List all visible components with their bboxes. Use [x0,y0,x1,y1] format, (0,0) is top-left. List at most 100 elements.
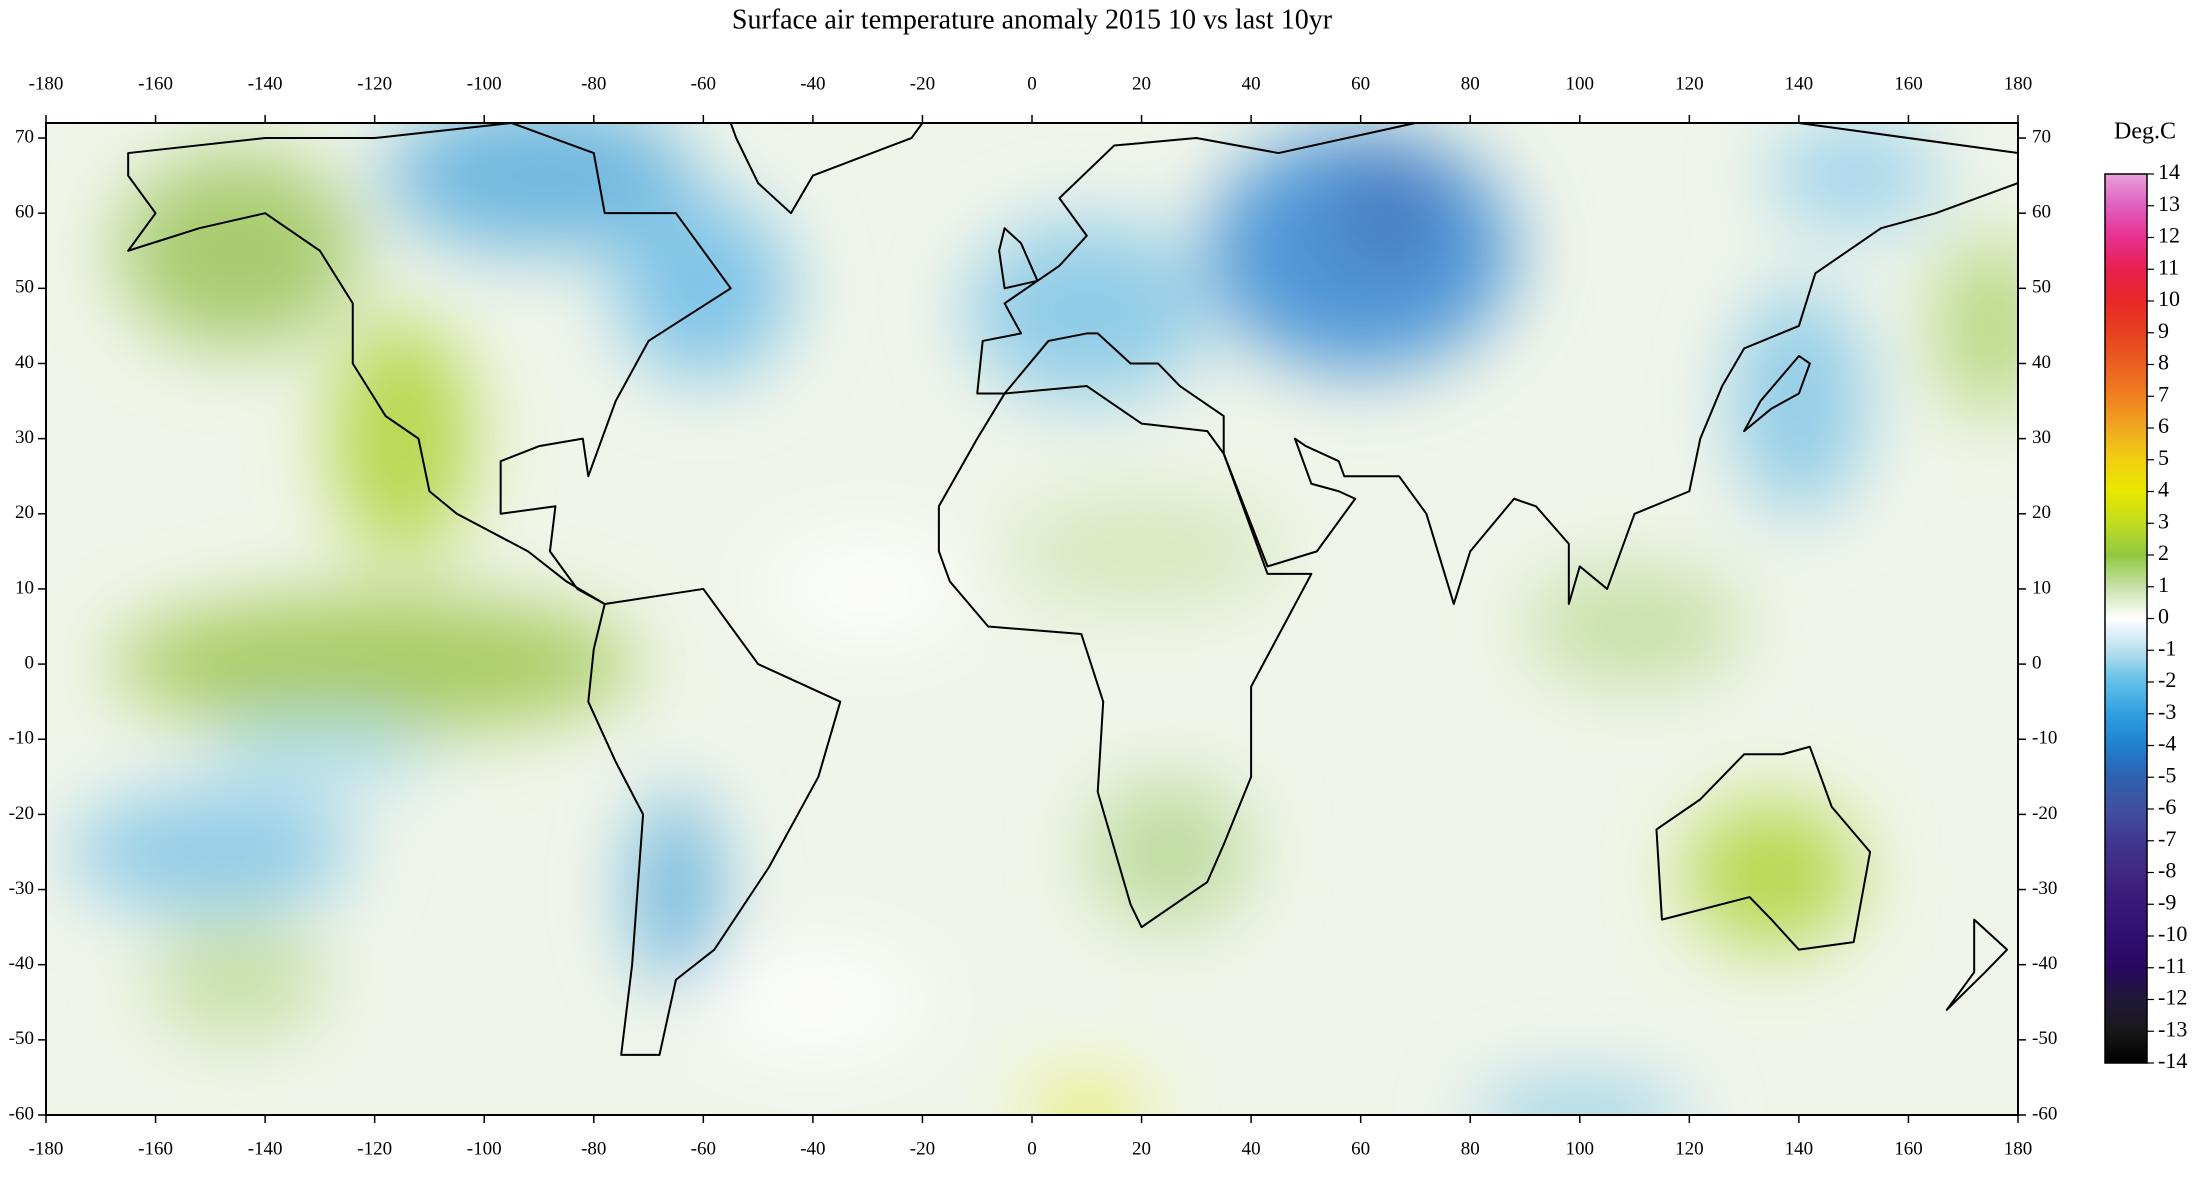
x-tick-label-bottom: 80 [1461,1138,1480,1159]
colorbar-tick-label: -2 [2158,667,2176,692]
colorbar-label: Deg.C [2114,119,2176,145]
anomaly-blob [1086,776,1252,928]
colorbar-tick-label: 6 [2158,413,2169,438]
x-tick-label-top: -20 [910,73,935,94]
colorbar-tick-label: -4 [2158,731,2176,756]
colorbar-tick-label: -11 [2158,953,2187,978]
anomaly-blob [632,791,720,988]
colorbar-tick-label: -1 [2158,635,2176,660]
anomaly-blob [1470,1084,1690,1115]
anomaly-blob [210,716,430,792]
colorbar-tick-label: 7 [2158,381,2169,406]
x-tick-label-bottom: 140 [1785,1138,1814,1159]
anomaly-blob [1032,1092,1142,1115]
x-tick-label-top: -180 [29,73,64,94]
anomaly-blob [1333,153,1443,274]
x-tick-label-top: 160 [1894,73,1923,94]
coastline [998,227,1039,290]
y-tick-label-right: -30 [2032,878,2057,899]
colorbar-tick-label: -8 [2158,858,2176,883]
coastline [1743,354,1811,433]
y-tick-label-left: 20 [15,502,34,523]
x-tick-label-top: 120 [1675,73,1704,94]
coastline [729,123,924,215]
x-tick-label-bottom: 40 [1242,1138,1261,1159]
coastline [1655,745,1872,951]
x-tick-label-top: -100 [467,73,502,94]
anomaly-blob [67,791,353,913]
colorbar-tick-label: -6 [2158,794,2176,819]
x-tick-label-bottom: -80 [581,1138,606,1159]
anomaly-blob [1525,566,1745,687]
anomaly-blob [111,596,638,732]
x-tick-label-bottom: 20 [1132,1138,1151,1159]
colorbar-tick-label: 9 [2158,318,2169,343]
anomaly-blob [1733,288,1865,514]
y-tick-label-left: 0 [25,652,35,673]
x-tick-label-top: -120 [357,73,392,94]
x-tick-label-top: 0 [1027,73,1037,94]
x-tick-label-top: -80 [581,73,606,94]
map-title: Surface air temperature anomaly 2015 10 … [732,4,1333,35]
colorbar-tick-label: 2 [2158,540,2169,565]
x-tick-label-top: 100 [1566,73,1595,94]
coastlines [127,123,2018,1056]
y-tick-label-right: -10 [2032,728,2057,749]
x-tick-label-top: 60 [1351,73,1370,94]
anomaly-blob [385,123,693,251]
y-tick-label-right: 0 [2032,652,2042,673]
colorbar-tick-label: 4 [2158,477,2169,502]
x-tick-label-bottom: 0 [1027,1138,1037,1159]
colorbar-tick-label: 0 [2158,604,2169,629]
coastline [1945,918,2009,1011]
colorbar [2104,173,2148,1064]
colorbar-ticks: 14131211109876543210-1-2-3-4-5-6-7-8-9-1… [2147,159,2187,1073]
y-tick-label-left: 60 [15,202,34,223]
x-tick-label-bottom: 180 [2004,1138,2033,1159]
colorbar-tick-label: 1 [2158,572,2169,597]
y-tick-label-right: -50 [2032,1028,2057,1049]
colorbar-tick-label: -12 [2158,985,2187,1010]
x-tick-label-bottom: 120 [1675,1138,1704,1159]
colorbar-tick-label: 3 [2158,508,2169,533]
axes: -180-180-160-160-140-140-120-120-100-100… [9,73,2058,1159]
y-tick-label-right: 50 [2032,277,2051,298]
y-tick-label-right: 20 [2032,502,2051,523]
anomaly-blob [1935,235,2018,417]
colorbar-tick-label: 10 [2158,286,2180,311]
y-tick-label-left: 70 [15,126,34,147]
anomaly-blob [150,919,326,1040]
colorbar-tick-label: 12 [2158,223,2180,248]
y-tick-label-right: -60 [2032,1103,2057,1124]
anomaly-blob [999,491,1284,612]
x-tick-label-top: -160 [138,73,173,94]
x-tick-label-bottom: -140 [248,1138,283,1159]
colorbar-tick-label: -14 [2158,1048,2187,1073]
colorbar-tick-label: -5 [2158,762,2176,787]
y-tick-label-left: 30 [15,427,34,448]
y-tick-label-right: 10 [2032,577,2051,598]
y-tick-label-left: 40 [15,352,34,373]
y-tick-label-right: -40 [2032,953,2057,974]
colorbar-tick-label: 14 [2158,159,2180,184]
x-tick-label-top: 140 [1785,73,1814,94]
x-tick-label-bottom: -40 [800,1138,825,1159]
colorbar-tick-label: -13 [2158,1016,2187,1041]
x-tick-label-bottom: -120 [357,1138,392,1159]
map-area [46,123,2018,1115]
x-tick-label-top: 80 [1461,73,1480,94]
y-tick-label-right: 40 [2032,352,2051,373]
y-tick-label-left: -50 [9,1028,34,1049]
coastline [976,123,2018,605]
coastline [937,385,1313,929]
y-tick-label-right: 30 [2032,427,2051,448]
x-tick-label-top: 40 [1242,73,1261,94]
colorbar-tick-label: -3 [2158,699,2176,724]
x-tick-label-bottom: -60 [691,1138,716,1159]
colorbar-tick-label: 8 [2158,350,2169,375]
coastline [127,123,732,605]
x-tick-label-bottom: -180 [29,1138,64,1159]
x-tick-label-bottom: -160 [138,1138,173,1159]
y-tick-label-left: 10 [15,577,34,598]
